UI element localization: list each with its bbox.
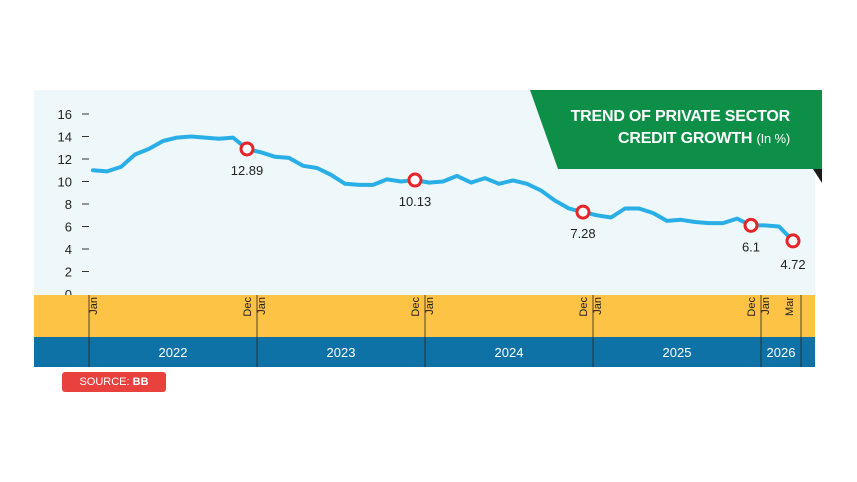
source-value: BB <box>132 376 149 388</box>
markers: 12.89 10.13 7.28 6.1 4.72 <box>231 141 806 272</box>
year-label: 2024 <box>495 345 524 360</box>
title-line-2-text: CREDIT GROWTH <box>617 130 753 147</box>
y-tick-label: 12 <box>58 152 72 167</box>
month-tick-label: Mar <box>784 297 796 316</box>
title-unit: (In %) <box>756 131 791 146</box>
y-tick-label: 14 <box>58 130 72 145</box>
year-labels: 2022 2023 2024 2025 2026 <box>159 345 796 360</box>
series-line <box>91 134 795 243</box>
title-line-2: CREDIT GROWTH (In %) <box>618 130 790 148</box>
y-tick-label: 0 <box>65 287 72 302</box>
data-marker <box>743 217 759 233</box>
month-tick-label: Dec <box>410 297 422 317</box>
month-tick-label: Jan <box>760 297 772 315</box>
data-label: 12.89 <box>231 163 264 178</box>
month-ticks: Jan Dec Jan Dec Jan Dec Jan Dec Jan Mar <box>88 295 802 367</box>
month-tick-label: Jan <box>424 297 436 315</box>
year-label: 2022 <box>159 345 188 360</box>
source-badge: SOURCE: BB <box>62 372 166 392</box>
data-marker <box>575 204 591 220</box>
month-tick-label: Dec <box>746 297 758 317</box>
y-tick-label: 4 <box>65 242 72 257</box>
data-label: 7.28 <box>570 226 595 241</box>
month-band <box>34 295 815 337</box>
source-label: SOURCE: <box>79 376 130 388</box>
month-tick-label: Jan <box>592 297 604 315</box>
data-label: 4.72 <box>780 257 805 272</box>
title-line-1: TREND OF PRIVATE SECTOR <box>570 108 791 125</box>
y-axis: 0 2 4 6 8 10 12 14 16 <box>58 107 89 302</box>
year-band <box>34 337 815 367</box>
month-tick-label: Dec <box>578 297 590 317</box>
month-tick-label: Jan <box>88 297 100 315</box>
title-flap <box>813 169 822 183</box>
year-label: 2026 <box>767 345 796 360</box>
data-marker <box>407 172 423 188</box>
chart-title: TREND OF PRIVATE SECTOR CREDIT GROWTH (I… <box>530 90 822 169</box>
y-tick-label: 6 <box>65 220 72 235</box>
data-marker <box>239 141 255 157</box>
y-tick-label: 2 <box>65 265 72 280</box>
month-tick-label: Dec <box>242 297 254 317</box>
y-tick-label: 8 <box>65 197 72 212</box>
month-tick-label: Jan <box>256 297 268 315</box>
year-label: 2023 <box>327 345 356 360</box>
y-tick-label: 16 <box>58 107 72 122</box>
y-tick-label: 10 <box>58 175 72 190</box>
year-label: 2025 <box>663 345 692 360</box>
data-label: 10.13 <box>399 194 432 209</box>
title-background <box>530 90 822 169</box>
data-label: 6.1 <box>742 239 760 254</box>
data-marker <box>785 233 801 249</box>
